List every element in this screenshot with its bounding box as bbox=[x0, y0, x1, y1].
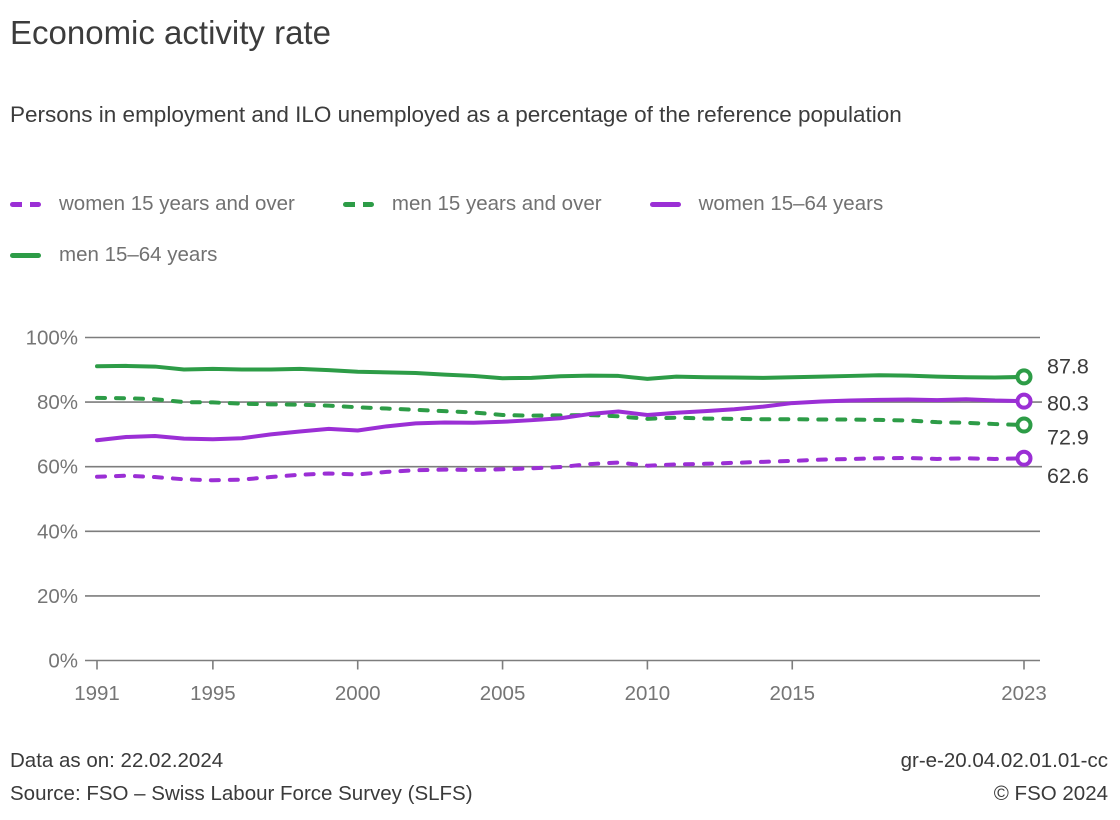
series-end-marker bbox=[1015, 392, 1033, 410]
series-end-value-label: 72.9 bbox=[1047, 426, 1089, 450]
series-end-marker bbox=[1015, 368, 1033, 386]
legend-item-label: men 15–64 years bbox=[59, 243, 218, 266]
footer-left: Data as on: 22.02.2024 Source: FSO – Swi… bbox=[10, 744, 473, 810]
x-tick-label: 2000 bbox=[335, 682, 381, 705]
legend-swatch-solid-green bbox=[10, 252, 41, 258]
series-line bbox=[95, 455, 1026, 483]
series-line bbox=[95, 397, 1026, 443]
x-tick-label: 2023 bbox=[1001, 682, 1047, 705]
legend-item-men-15-and-over: men 15 years and over bbox=[342, 192, 602, 216]
data-as-on-text: Data as on: 22.02.2024 bbox=[10, 749, 224, 772]
copyright-text: © FSO 2024 bbox=[993, 782, 1108, 805]
footer-right: gr-e-20.04.02.01.01-cc © FSO 2024 bbox=[901, 744, 1108, 810]
legend-item-label: women 15 years and over bbox=[59, 192, 295, 215]
x-tick-label: 1995 bbox=[190, 682, 236, 705]
x-tick-label: 2005 bbox=[480, 682, 526, 705]
legend-swatch-solid-purple bbox=[649, 201, 681, 207]
source-text: Source: FSO – Swiss Labour Force Survey … bbox=[10, 782, 473, 805]
y-tick-label: 0% bbox=[48, 650, 78, 673]
series-line bbox=[95, 363, 1026, 381]
legend-item-women-15-and-over: women 15 years and over bbox=[10, 192, 295, 216]
legend-item-men-15-64: men 15–64 years bbox=[10, 243, 217, 267]
series-end-marker bbox=[1015, 449, 1033, 467]
y-tick-label: 100% bbox=[26, 327, 78, 350]
legend-item-label: women 15–64 years bbox=[698, 192, 884, 215]
x-tick-label: 2015 bbox=[769, 682, 815, 705]
legend-swatch-dashed-purple bbox=[10, 201, 41, 207]
y-tick-label: 80% bbox=[37, 391, 78, 414]
series-end-marker bbox=[1015, 416, 1033, 434]
x-tick-label: 1991 bbox=[74, 682, 120, 705]
series-end-value-label: 80.3 bbox=[1047, 392, 1089, 416]
y-tick-label: 60% bbox=[37, 456, 78, 479]
reference-code: gr-e-20.04.02.01.01-cc bbox=[900, 749, 1108, 772]
y-tick-label: 20% bbox=[37, 585, 78, 608]
chart-subtitle: Persons in employment and ILO unemployed… bbox=[10, 102, 902, 127]
page-title: Economic activity rate bbox=[10, 14, 331, 51]
legend-item-women-15-64: women 15–64 years bbox=[649, 192, 884, 216]
y-tick-label: 40% bbox=[37, 520, 78, 543]
legend-swatch-dashed-green bbox=[342, 201, 374, 207]
legend-item-label: men 15 years and over bbox=[391, 192, 602, 215]
legend: women 15 years and over men 15 years and… bbox=[10, 192, 1025, 267]
series-end-value-label: 62.6 bbox=[1047, 464, 1089, 488]
x-tick-label: 2010 bbox=[625, 682, 671, 705]
series-line bbox=[95, 395, 1026, 428]
series-end-value-label: 87.8 bbox=[1047, 354, 1089, 378]
